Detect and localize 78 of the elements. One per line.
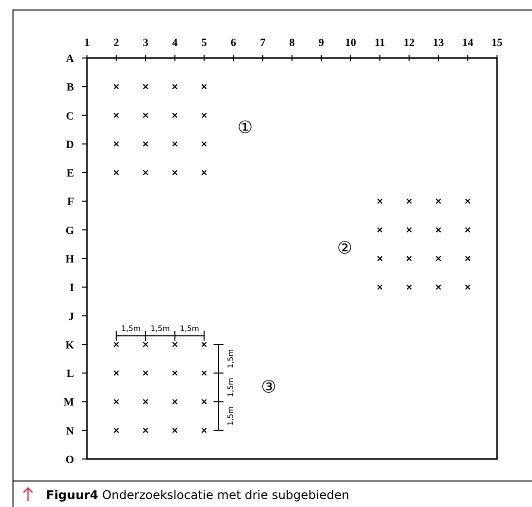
y-tick-label: B xyxy=(66,82,75,94)
point xyxy=(436,227,442,233)
point xyxy=(172,428,178,434)
y-tick-label: N xyxy=(66,425,74,438)
x-tick-label: 11 xyxy=(374,37,386,49)
y-tick-label: C xyxy=(66,110,74,122)
y-tick-label: F xyxy=(67,196,74,208)
point xyxy=(114,112,120,118)
annotation: ② xyxy=(337,238,352,258)
y-tick-label: H xyxy=(65,254,74,266)
point xyxy=(114,398,120,404)
x-tick-label: 2 xyxy=(114,37,120,49)
point xyxy=(172,398,178,404)
point xyxy=(377,284,383,290)
x-tick-label: 14 xyxy=(462,37,474,49)
point xyxy=(464,198,470,204)
point xyxy=(142,112,148,118)
point xyxy=(201,84,207,90)
y-tick-label: G xyxy=(65,224,74,237)
x-tick-label: 8 xyxy=(289,37,296,49)
point xyxy=(436,198,442,204)
point xyxy=(172,170,178,176)
point xyxy=(142,141,148,147)
y-tick-label: I xyxy=(70,282,74,294)
annotation: ① xyxy=(238,118,253,138)
y-tick-label: D xyxy=(66,138,74,151)
point xyxy=(201,398,207,404)
y-tick-label: O xyxy=(65,454,74,466)
y-tick-label: J xyxy=(68,310,74,323)
point xyxy=(464,284,470,290)
point xyxy=(201,170,207,176)
point xyxy=(406,256,412,262)
y-tick-label: E xyxy=(66,168,74,180)
x-tick-label: 6 xyxy=(230,37,237,49)
y-tick-label: L xyxy=(66,368,74,380)
annotation: ③ xyxy=(260,377,276,398)
point xyxy=(436,256,442,262)
point xyxy=(172,84,178,90)
point xyxy=(436,284,442,290)
point xyxy=(406,227,412,233)
point xyxy=(377,198,383,204)
point xyxy=(142,84,148,90)
point xyxy=(142,428,148,434)
point xyxy=(201,141,207,147)
point xyxy=(201,370,207,376)
y-tick-label: A xyxy=(66,53,74,65)
point xyxy=(172,141,178,147)
point xyxy=(201,428,207,434)
point xyxy=(114,170,120,176)
point xyxy=(406,284,412,290)
x-tick-label: 10 xyxy=(345,37,357,49)
x-tick-label: 1 xyxy=(84,37,90,49)
point xyxy=(114,370,120,376)
x-tick-label: 7 xyxy=(260,37,266,49)
point xyxy=(464,227,470,233)
point xyxy=(114,141,120,147)
point xyxy=(406,198,412,204)
y-tick-label: K xyxy=(65,339,74,352)
x-tick-label: 15 xyxy=(492,37,503,49)
point xyxy=(464,256,470,262)
point xyxy=(172,370,178,376)
point xyxy=(142,170,148,176)
point xyxy=(377,256,383,262)
x-tick-label: 5 xyxy=(201,37,208,49)
x-tick-label: 4 xyxy=(172,37,178,49)
point xyxy=(114,84,120,90)
x-tick-label: 12 xyxy=(404,37,416,49)
y-tick-label: M xyxy=(64,396,75,409)
x-tick-label: 13 xyxy=(432,37,444,49)
point xyxy=(114,428,120,434)
point xyxy=(377,227,383,233)
x-tick-label: 9 xyxy=(318,37,325,49)
point xyxy=(201,112,207,118)
text: Figuur4 Onderzoekslocatie met drie subgebieden xyxy=(46,488,350,502)
point xyxy=(172,112,178,118)
point xyxy=(142,398,148,404)
x-tick-label: 3 xyxy=(142,37,149,49)
point xyxy=(142,370,148,376)
